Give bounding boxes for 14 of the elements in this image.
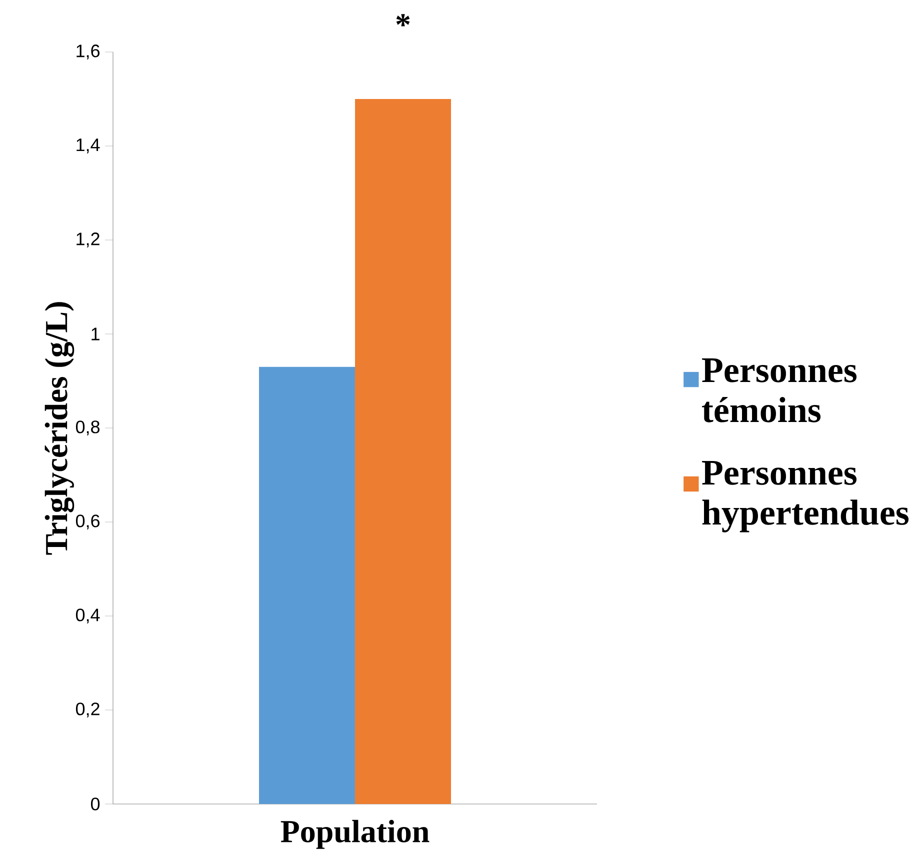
y-axis-title: Triglycérides (g/L) xyxy=(44,302,74,555)
text: * xyxy=(396,14,410,26)
y-tick-label: 1 xyxy=(92,328,100,340)
y-tick-label: 0,4 xyxy=(76,608,100,624)
x-axis-title: Population xyxy=(280,820,430,849)
y-tick-label: 0,2 xyxy=(76,702,100,718)
y-tick-label: 0 xyxy=(90,798,100,810)
legend-label: Personnes hypertendues xyxy=(702,460,909,532)
y-tick-label: 1,2 xyxy=(76,232,100,248)
legend-label: Personnes témoins xyxy=(702,358,857,422)
y-tick-label: 0,8 xyxy=(76,420,100,436)
y-tick-label: 0,6 xyxy=(76,514,100,530)
y-tick-label: 1,4 xyxy=(76,138,100,154)
y-tick-label: 1,6 xyxy=(76,44,100,60)
